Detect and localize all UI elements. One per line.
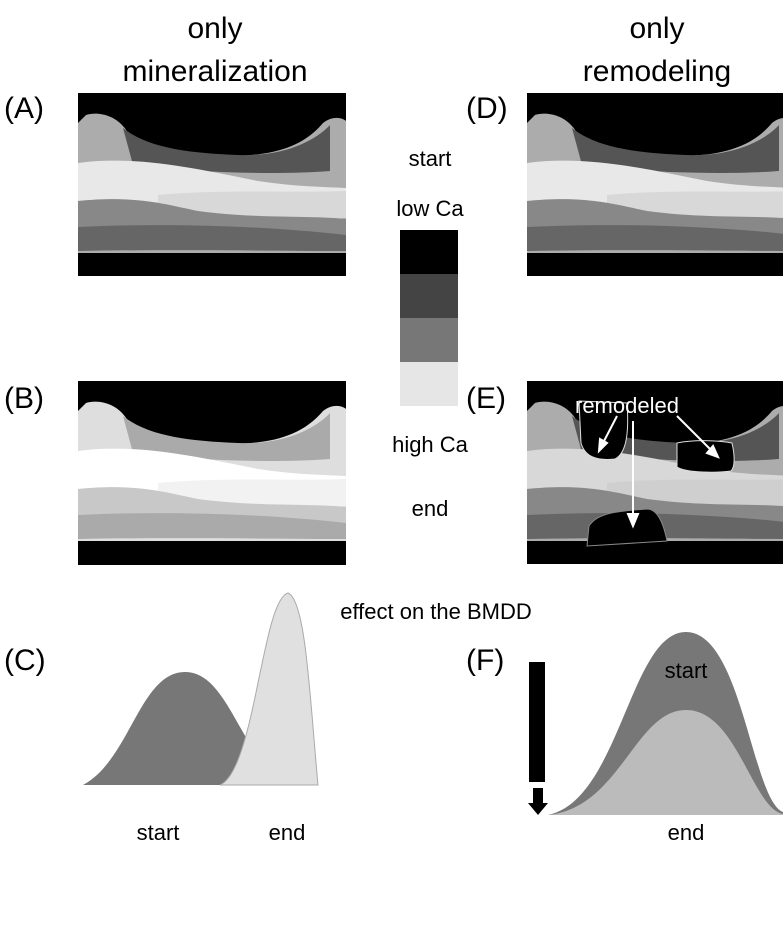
panel-label: (F) — [466, 644, 504, 677]
plot-c — [83, 592, 319, 786]
panel-d-image — [527, 93, 783, 276]
colorbar — [400, 230, 458, 406]
panel-label: (A) — [4, 92, 44, 125]
panel-label: (C) — [4, 644, 46, 677]
legend-label: high Ca — [392, 432, 469, 457]
panel-label: (E) — [466, 382, 506, 415]
legend-label: start — [409, 146, 452, 171]
column-title: only — [187, 12, 242, 45]
curve-label: end — [269, 820, 306, 845]
curve-label: end — [668, 820, 705, 845]
column-title: remodeling — [583, 55, 731, 88]
column-title: mineralization — [122, 55, 307, 88]
panel-b-image — [78, 381, 346, 565]
column-title: only — [629, 12, 684, 45]
legend-label: low Ca — [396, 196, 464, 221]
panel-a-image — [78, 93, 346, 276]
curve-label: start — [665, 658, 708, 683]
section-title: effect on the BMDD — [340, 599, 532, 624]
legend-label: end — [412, 496, 449, 521]
annotation: remodeled — [575, 393, 679, 418]
panel-label: (B) — [4, 382, 44, 415]
panel-label: (D) — [466, 92, 508, 125]
panel-e-image: remodeled — [527, 381, 783, 564]
plot-f — [528, 632, 783, 815]
curve-label: start — [137, 820, 180, 845]
